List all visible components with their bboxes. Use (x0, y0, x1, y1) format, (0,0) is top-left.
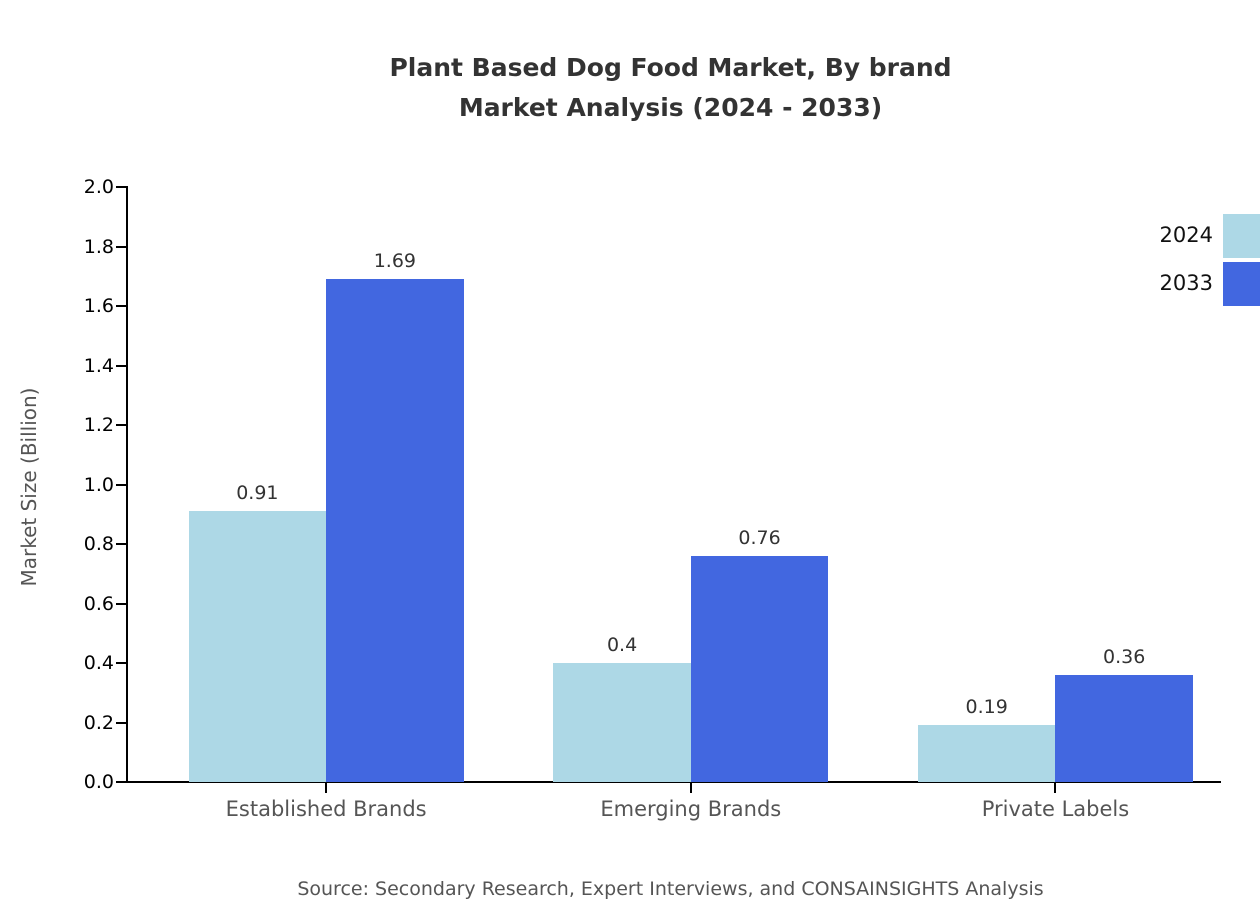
legend-swatch-2033 (1223, 262, 1260, 306)
bar-2033-emerging-brands[interactable] (690, 555, 829, 782)
y-tick-label: 1.8 (83, 235, 114, 258)
y-tick (116, 424, 126, 426)
y-tick (116, 305, 126, 307)
chart-legend: 2024 2033 (1130, 212, 1260, 322)
x-tick-label: Established Brands (225, 797, 427, 821)
plot-area (126, 187, 1220, 782)
y-tick-label: 0.0 (83, 771, 114, 793)
x-tick (1054, 783, 1057, 793)
legend-label-2024: 2024 (1159, 223, 1213, 247)
x-tick (689, 783, 692, 793)
y-tick (116, 483, 126, 486)
y-axis-label: Market Size (Billion) (17, 387, 41, 587)
bar-value-label: 0.36 (1103, 645, 1146, 668)
y-tick-label: 0.2 (83, 711, 114, 734)
chart-title-line-1: Plant Based Dog Food Market, By brand (389, 53, 952, 82)
y-tick-label: 1.6 (83, 295, 114, 317)
x-axis-spine (126, 781, 1221, 783)
legend-label-2033: 2033 (1159, 271, 1213, 295)
y-tick-label: 2.0 (83, 176, 114, 198)
legend-item-2033[interactable]: 2033 (1130, 260, 1260, 308)
legend-swatch-2024 (1223, 214, 1260, 258)
bar-value-label: 0.91 (236, 482, 279, 505)
bar-2033-established-brands[interactable] (326, 279, 464, 782)
source-note: Source: Secondary Research, Expert Inter… (297, 878, 1044, 900)
bar-2024-private-labels[interactable] (917, 725, 1056, 782)
bar-2024-established-brands[interactable] (188, 511, 327, 782)
y-tick (116, 721, 126, 724)
chart-title-line-2: Market Analysis (2024 - 2033) (458, 93, 883, 122)
y-axis-spine (126, 186, 128, 783)
chart-title: Plant Based Dog Food Market, By brand Ma… (0, 48, 1260, 128)
legend-item-2024[interactable]: 2024 (1130, 212, 1260, 260)
bar-value-label: 0.19 (965, 696, 1008, 719)
y-tick (116, 364, 126, 367)
y-tick-label: 0.6 (83, 592, 114, 615)
y-tick (116, 245, 126, 248)
y-tick-label: 1.2 (83, 414, 114, 436)
y-tick-label: 1.0 (83, 473, 114, 496)
y-tick (116, 781, 126, 783)
bar-value-label: 1.69 (373, 250, 417, 273)
x-tick-label: Emerging Brands (600, 797, 782, 821)
bar-2024-emerging-brands[interactable] (553, 663, 691, 782)
bar-2033-private-labels[interactable] (1055, 674, 1193, 782)
y-tick-label: 0.4 (83, 652, 114, 674)
y-tick (116, 186, 126, 188)
y-tick-label: 0.8 (83, 533, 114, 555)
x-tick (325, 783, 328, 793)
y-tick-label: 1.4 (83, 354, 114, 377)
y-tick (116, 543, 126, 545)
y-tick (116, 602, 126, 605)
bar-value-label: 0.76 (738, 526, 781, 549)
y-tick (116, 662, 126, 664)
bar-value-label: 0.4 (606, 634, 638, 656)
x-tick-label: Private Labels (981, 797, 1130, 821)
